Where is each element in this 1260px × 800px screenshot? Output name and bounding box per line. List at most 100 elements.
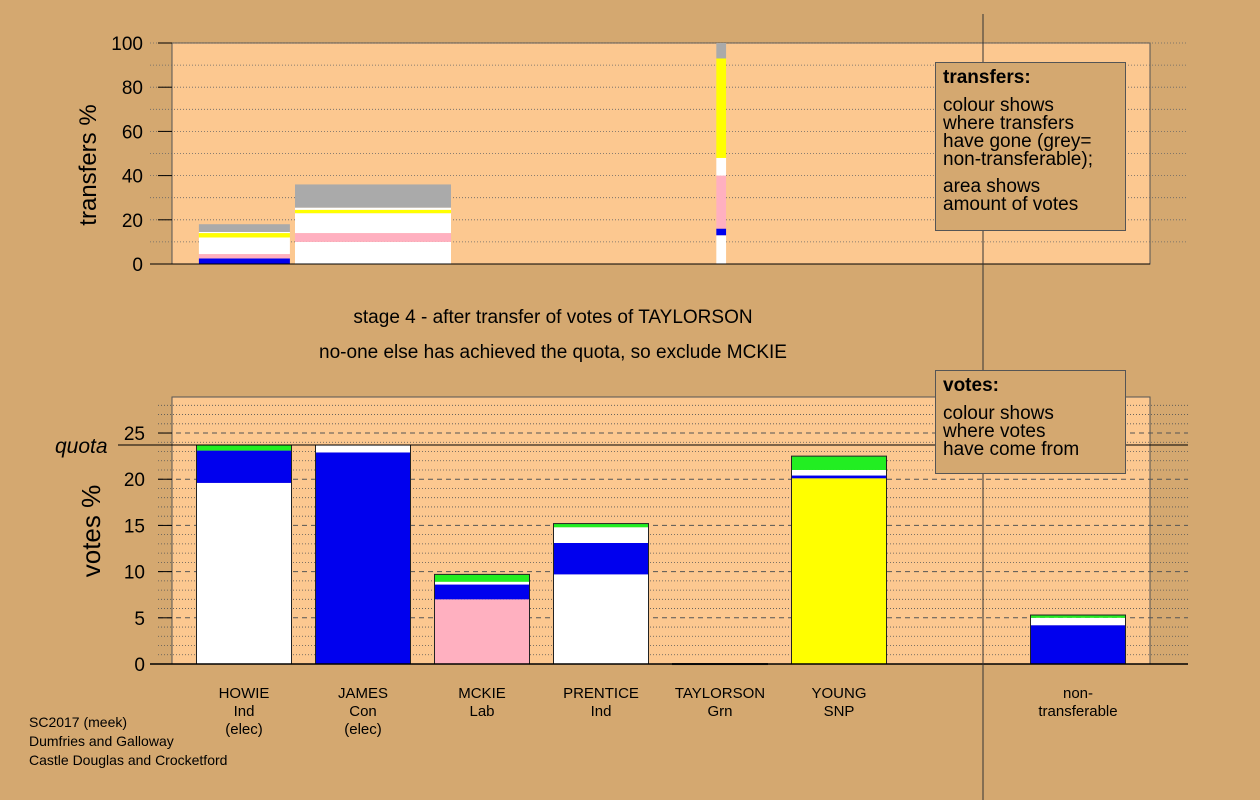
votes-y-axis-label: votes % <box>76 485 106 578</box>
transfer-segment <box>295 207 451 210</box>
vote-segment <box>553 542 649 575</box>
vote-segment <box>196 482 292 664</box>
transfers-note-line: non-transferable); <box>943 149 1093 170</box>
transfer-segment <box>716 58 727 158</box>
category-label: TAYLORSON <box>675 685 765 702</box>
transfer-segment <box>716 228 727 236</box>
vote-segment <box>1030 625 1126 664</box>
vote-segment <box>791 469 887 476</box>
footer-caption: SC2017 (meek) Dumfries and Galloway Cast… <box>29 713 227 770</box>
vote-bar <box>791 455 887 665</box>
stage-title: stage 4 - after transfer of votes of TAY… <box>353 307 752 328</box>
transfers-note-para1: colour shows where transfers have gone (… <box>943 95 1119 170</box>
votes-note-para1: colour shows where votes have come from <box>943 403 1119 460</box>
vote-segment <box>1030 617 1126 626</box>
transfer-segment <box>198 224 290 232</box>
votes-note-line: colour shows <box>943 403 1054 424</box>
transfer-segment <box>198 254 290 259</box>
transfer-segment <box>295 184 451 208</box>
votes-bars <box>196 444 1126 666</box>
transfers-y-axis-label: transfers % <box>75 104 102 225</box>
y-tick-label: 40 <box>122 167 143 188</box>
votes-note: votes: colour shows where votes have com… <box>935 370 1126 474</box>
quota-label: quota <box>55 435 108 458</box>
transfer-segment <box>295 233 451 242</box>
footer-line: Dumfries and Galloway <box>29 733 174 749</box>
category-label: Lab <box>469 703 494 720</box>
y-tick-label: 60 <box>122 122 143 143</box>
votes-note-line: have come from <box>943 439 1080 460</box>
transfers-note-line: amount of votes <box>943 194 1079 215</box>
vote-segment <box>434 574 530 582</box>
transfers-note-line: area shows <box>943 176 1041 197</box>
y-tick-label: 0 <box>134 655 145 676</box>
transfer-bar <box>198 224 290 264</box>
vote-bar <box>196 444 292 665</box>
votes-note-line: where votes <box>943 421 1046 442</box>
vote-segment <box>553 523 649 528</box>
vote-segment <box>196 445 292 451</box>
category-label: YOUNG <box>811 685 866 702</box>
transfer-segment <box>198 233 290 238</box>
vote-bar <box>553 523 649 665</box>
category-label: (elec) <box>225 721 263 738</box>
category-label: Con <box>349 703 377 720</box>
transfer-bar <box>295 184 451 264</box>
category-label: Ind <box>234 703 255 720</box>
category-label: JAMES <box>338 685 388 702</box>
transfers-note-para2: area shows amount of votes <box>943 176 1119 215</box>
transfer-segment <box>716 157 727 176</box>
transfer-bar <box>716 43 727 264</box>
category-label: (elec) <box>344 721 382 738</box>
y-tick-label: 10 <box>124 563 145 584</box>
transfers-note-title: transfers: <box>943 67 1031 88</box>
transfer-segment <box>716 175 727 229</box>
transfers-note-line: where transfers <box>943 113 1074 134</box>
category-label: MCKIE <box>458 685 506 702</box>
vote-segment <box>553 574 649 664</box>
transfer-segment <box>295 241 451 264</box>
footer-line: Castle Douglas and Crocketford <box>29 752 228 768</box>
votes-note-title: votes: <box>943 375 999 396</box>
y-tick-label: 25 <box>124 424 145 445</box>
vote-segment <box>315 445 411 453</box>
y-tick-label: 20 <box>124 470 145 491</box>
transfer-segment <box>295 209 451 214</box>
y-tick-label: 100 <box>111 34 143 55</box>
vote-bar <box>1030 614 1126 665</box>
y-tick-label: 0 <box>132 255 143 276</box>
transfer-segment <box>198 231 290 234</box>
transfer-segment <box>198 237 290 255</box>
transfers-bars <box>198 43 727 264</box>
vote-bar <box>434 573 530 665</box>
transfer-segment <box>716 43 727 59</box>
category-label: Ind <box>591 703 612 720</box>
category-label: HOWIE <box>219 685 270 702</box>
vote-segment <box>434 599 530 664</box>
transfer-segment <box>295 213 451 234</box>
vote-segment <box>1030 615 1126 618</box>
category-label: SNP <box>824 703 855 720</box>
transfers-y-ticks: 0 20 40 60 80 100 <box>111 34 172 276</box>
transfers-note: transfers: colour shows where transfers … <box>935 62 1126 231</box>
vote-bar <box>315 444 411 665</box>
vote-segment <box>315 452 411 664</box>
category-label: PRENTICE <box>563 685 639 702</box>
transfers-note-line: colour shows <box>943 95 1054 116</box>
vote-segment <box>791 475 887 479</box>
vote-segment <box>196 450 292 483</box>
vote-segment <box>434 581 530 585</box>
votes-y-ticks: 0 5 10 15 20 25 <box>124 424 172 676</box>
y-tick-label: 20 <box>122 211 143 232</box>
vote-segment <box>791 456 887 470</box>
vote-segment <box>553 527 649 543</box>
transfer-segment <box>716 235 727 264</box>
category-label: transferable <box>1038 703 1117 720</box>
transfer-segment <box>198 258 290 264</box>
y-tick-label: 15 <box>124 516 145 537</box>
stage-subtitle: no-one else has achieved the quota, so e… <box>319 342 787 363</box>
vote-segment <box>434 584 530 600</box>
footer-line: SC2017 (meek) <box>29 714 128 730</box>
votes-category-labels: HOWIEInd(elec)JAMESCon(elec)MCKIELabPREN… <box>219 685 1118 738</box>
category-label: Grn <box>707 703 732 720</box>
